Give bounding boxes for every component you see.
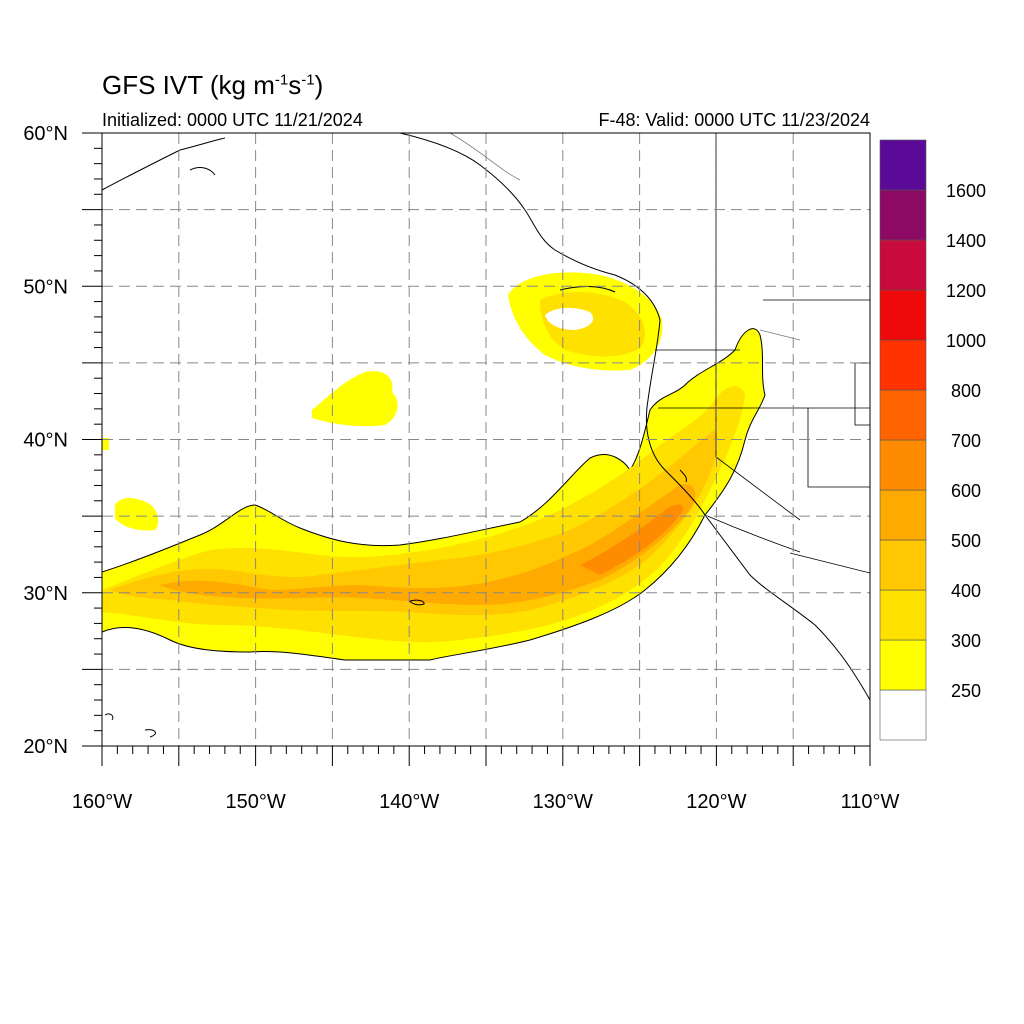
ivt-blob-west	[115, 498, 159, 531]
colorbar-label: 500	[951, 531, 981, 551]
y-tick-label: 60°N	[23, 123, 68, 145]
colorbar-swatch	[879, 289, 927, 341]
colorbar-label: 1000	[946, 331, 986, 351]
y-tick-label: 50°N	[23, 276, 68, 298]
colorbar-swatch	[879, 489, 927, 541]
coastlines	[102, 133, 870, 738]
colorbar-swatch	[879, 339, 927, 391]
colorbar-label: 400	[951, 581, 981, 601]
colorbar-swatch	[879, 139, 927, 191]
x-tick-label: 160°W	[72, 791, 132, 813]
colorbar-label: 1400	[946, 231, 986, 251]
ivt-blob-edge	[102, 438, 109, 450]
valid-time: F-48: Valid: 0000 UTC 11/23/2024	[598, 110, 871, 130]
ivt-plume-600	[580, 504, 684, 575]
colorbar-label: 600	[951, 481, 981, 501]
colorbar-swatch	[879, 589, 927, 641]
ivt-plume-500	[160, 484, 696, 605]
y-tick-label: 20°N	[23, 736, 68, 758]
x-axis: 160°W 150°W 140°W 130°W 120°W 110°W	[72, 791, 900, 813]
y-tick-label: 30°N	[23, 583, 68, 605]
colorbar-swatch	[879, 639, 927, 691]
map-title: GFS IVT (kg m-1s-1)	[102, 70, 324, 100]
colorbar-swatch	[879, 239, 927, 291]
x-tick-label: 140°W	[379, 791, 439, 813]
colorbar-swatch	[879, 389, 927, 441]
initialized-time: Initialized: 0000 UTC 11/21/2024	[102, 110, 363, 130]
x-tick-label: 150°W	[225, 791, 285, 813]
colorbar-swatch	[879, 689, 927, 741]
colorbar-label: 1600	[946, 181, 986, 201]
y-axis: 20°N 30°N 40°N 50°N 60°N	[23, 123, 68, 758]
x-tick-label: 110°W	[841, 791, 900, 813]
colorbar-swatch	[879, 539, 927, 591]
ivt-blob-mid	[312, 371, 398, 427]
colorbar-label: 250	[951, 681, 981, 701]
colorbar-label: 300	[951, 631, 981, 651]
minor-ticks	[82, 132, 871, 766]
colorbar-label: 800	[951, 381, 981, 401]
colorbar-label: 700	[951, 431, 981, 451]
colorbar-swatch	[879, 439, 927, 491]
ivt-blob-north-hole	[545, 307, 594, 330]
x-tick-label: 120°W	[686, 791, 746, 813]
y-tick-label: 40°N	[23, 430, 68, 452]
graticule	[102, 133, 870, 746]
colorbar-label: 1200	[946, 281, 986, 301]
colorbar: 250 300 400 500 600 700 800 1000 1200 1400 1600	[879, 139, 986, 741]
colorbar-swatch	[879, 189, 927, 241]
x-tick-label: 130°W	[533, 791, 593, 813]
ivt-field	[102, 133, 870, 738]
